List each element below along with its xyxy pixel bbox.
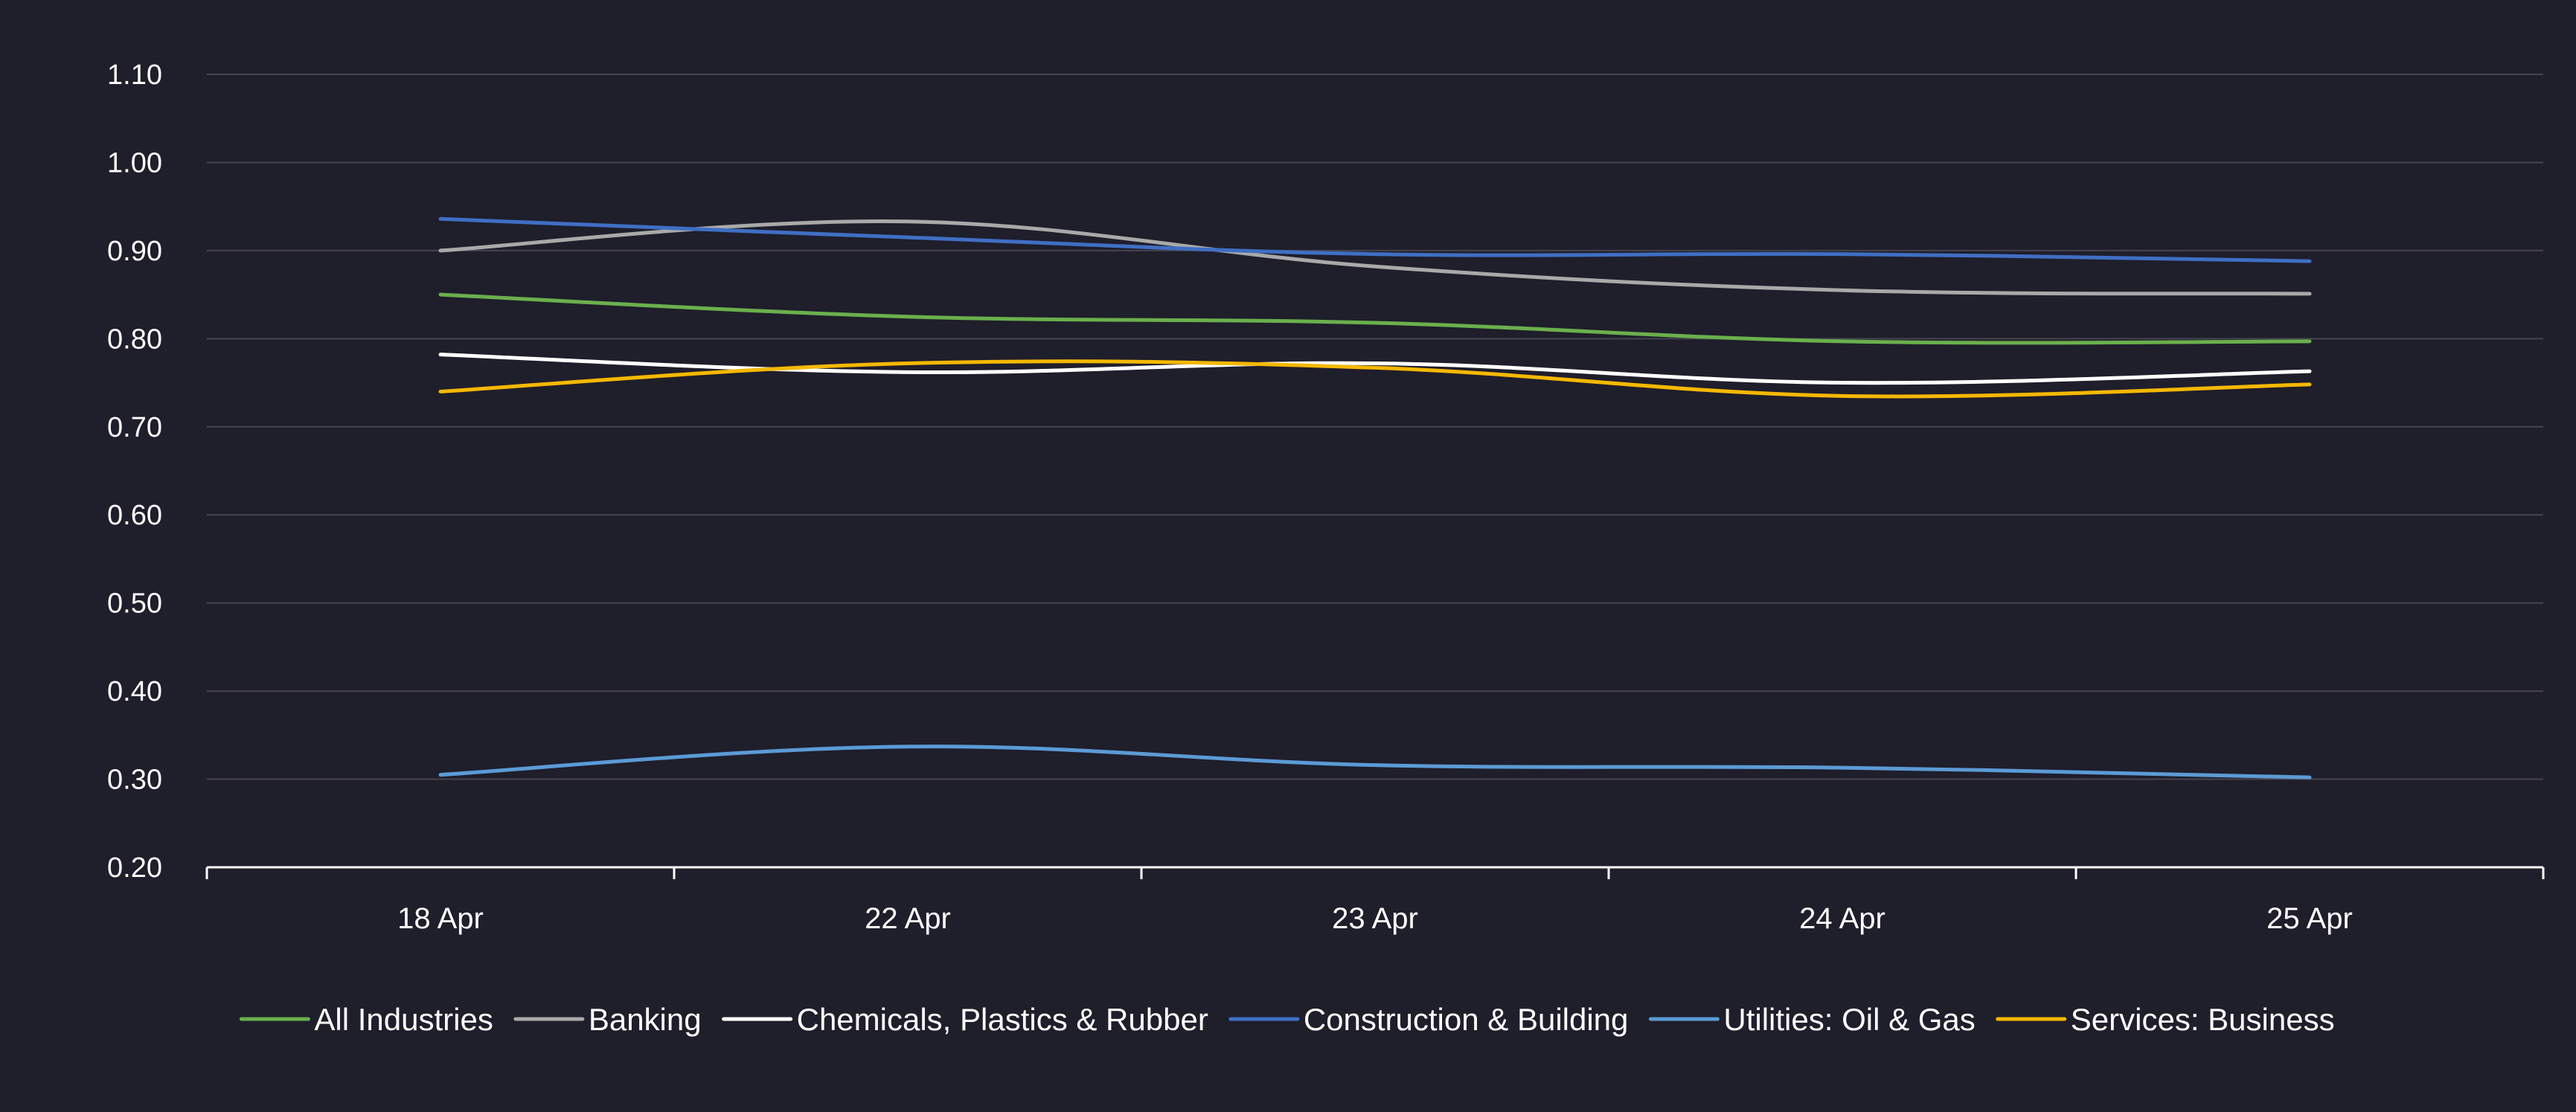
y-tick-label: 1.10	[107, 60, 162, 91]
legend-item: Services: Business	[1996, 1002, 2335, 1037]
x-tick-label: 23 Apr	[1332, 902, 1418, 935]
legend: All Industries Banking Chemicals, Plastics…	[239, 1002, 2335, 1037]
legend-item: Utilities: Oil & Gas	[1648, 1002, 1976, 1037]
gridlines	[207, 74, 2543, 780]
legend-label: Services: Business	[2071, 1002, 2335, 1037]
x-tick-label: 18 Apr	[397, 902, 484, 935]
y-axis-tick-labels: 0.20 0.30 0.40 0.50 0.60 0.70 0.80 0.90 1.00 1.10	[107, 60, 162, 884]
y-tick-label: 0.30	[107, 765, 162, 796]
x-tick-label: 24 Apr	[1799, 902, 1885, 935]
series-lines	[438, 216, 2312, 780]
legend-item: Construction & Building	[1228, 1002, 1629, 1037]
x-axis: 18 Apr 22 Apr 23 Apr 24 Apr 25 Apr	[205, 866, 2545, 935]
legend-item: Chemicals, Plastics & Rubber	[722, 1002, 1208, 1037]
legend-item: All Industries	[239, 1002, 493, 1037]
y-tick-label: 0.20	[107, 852, 162, 884]
series-line-all-industries	[438, 292, 2312, 345]
series-line-utilities-oil-gas	[438, 745, 2312, 780]
series-line-construction-building	[438, 216, 2312, 263]
x-tick-label: 25 Apr	[2266, 902, 2353, 935]
series-line-banking	[438, 219, 2312, 296]
legend-label: Chemicals, Plastics & Rubber	[797, 1002, 1208, 1037]
series-line-services-business	[438, 359, 2312, 399]
legend-item: Banking	[513, 1002, 702, 1037]
legend-label: Construction & Building	[1304, 1002, 1629, 1037]
y-tick-label: 0.80	[107, 324, 162, 355]
legend-label: Utilities: Oil & Gas	[1723, 1002, 1975, 1037]
legend-label: All Industries	[314, 1002, 493, 1037]
legend-label: Banking	[589, 1002, 702, 1037]
x-tick-label: 22 Apr	[865, 902, 951, 935]
y-tick-label: 0.60	[107, 500, 162, 531]
y-tick-label: 1.00	[107, 147, 162, 179]
y-tick-label: 0.70	[107, 412, 162, 443]
series-line-chemicals-plastics-rubber	[438, 353, 2312, 385]
y-tick-label: 0.40	[107, 676, 162, 707]
y-tick-label: 0.90	[107, 236, 162, 267]
y-tick-label: 0.50	[107, 588, 162, 620]
